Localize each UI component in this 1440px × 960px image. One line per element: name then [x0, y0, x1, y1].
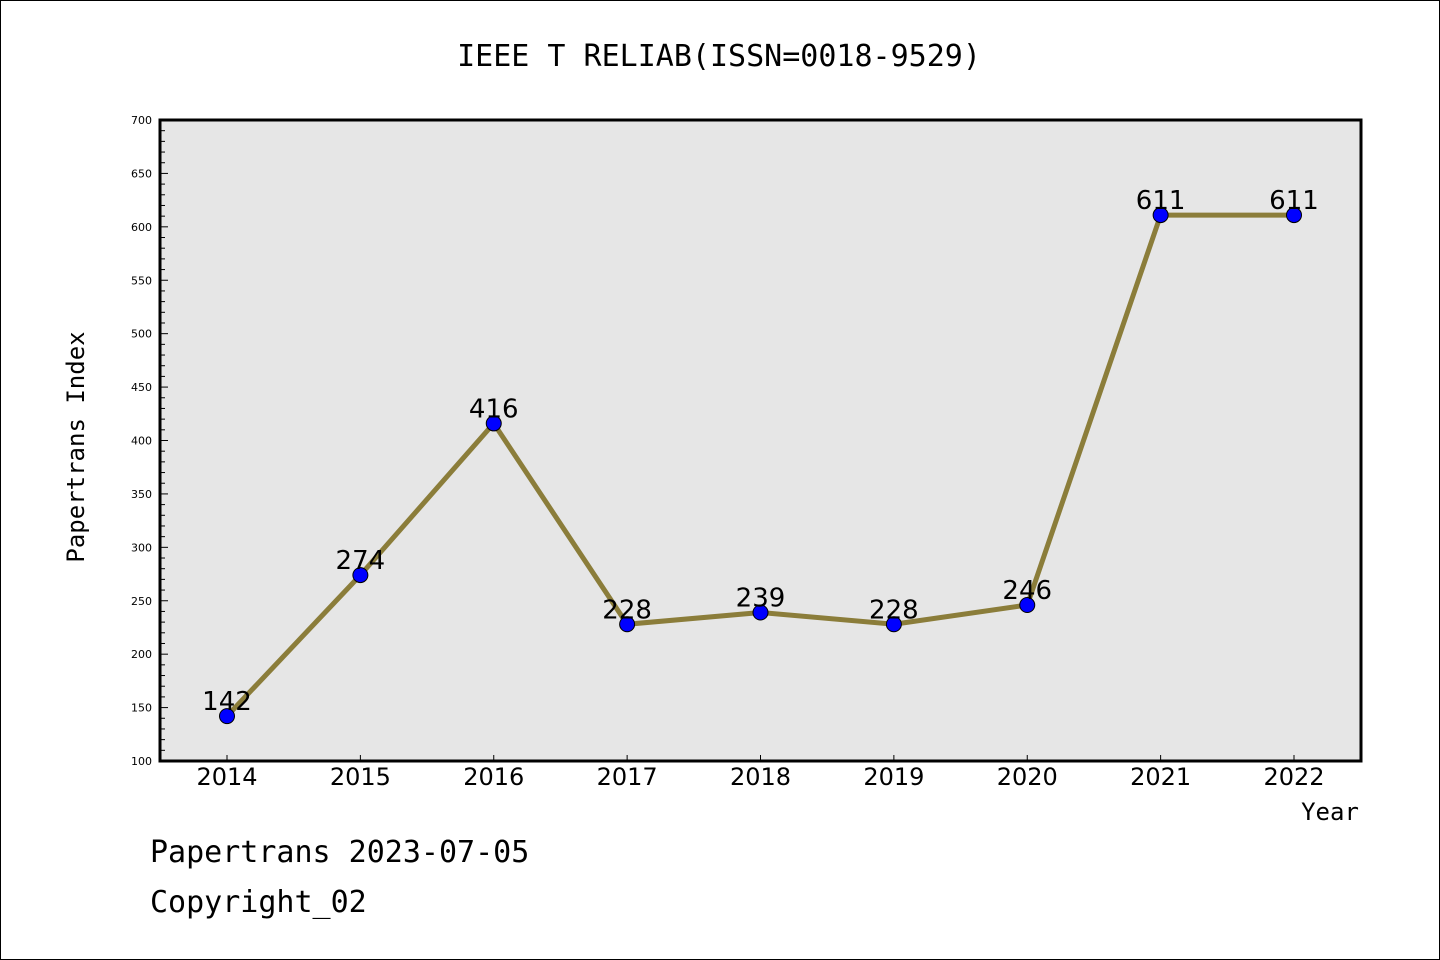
- data-point: [485, 415, 502, 432]
- data-label: 611: [1136, 186, 1186, 216]
- data-label: 239: [736, 584, 786, 614]
- data-label: 274: [336, 546, 386, 576]
- data-label: 246: [1002, 576, 1052, 606]
- y-tick-label: 300: [131, 541, 152, 554]
- x-axis-label: Year: [1301, 798, 1359, 826]
- x-tick-label: 2022: [1263, 763, 1324, 791]
- data-label: 416: [469, 394, 519, 424]
- x-tick-label: 2016: [463, 763, 524, 791]
- data-point: [885, 616, 902, 633]
- y-tick-label: 400: [131, 435, 152, 448]
- y-tick-label: 250: [131, 595, 152, 608]
- y-tick-label: 500: [131, 328, 152, 341]
- data-label: 228: [869, 595, 919, 625]
- y-tick-label: 550: [131, 274, 152, 287]
- x-tick-label: 2015: [330, 763, 391, 791]
- x-axis: 2014 2015 2016 2017 2018 2019 2020 2021 2022: [196, 755, 1325, 791]
- data-point: [1152, 207, 1169, 224]
- y-tick-label: 200: [131, 648, 152, 661]
- y-tick-label: 650: [131, 167, 152, 180]
- series: [219, 207, 1302, 725]
- y-tick-label: 700: [131, 114, 152, 127]
- data-labels: 142 274 416 228 239 228 246 611 611: [202, 186, 1319, 717]
- y-axis-label: Papertrans Index: [62, 331, 90, 562]
- x-tick-label: 2021: [1130, 763, 1191, 791]
- data-point: [219, 708, 235, 725]
- x-tick-label: 2020: [997, 763, 1058, 791]
- data-label: 142: [202, 687, 252, 717]
- data-point: [619, 616, 636, 633]
- data-point: [752, 604, 769, 621]
- x-tick-label: 2018: [730, 763, 791, 791]
- chart-title: IEEE T RELIAB(ISSN=0018-9529): [457, 39, 981, 74]
- plot-area: [158, 118, 1363, 763]
- y-tick-label: 100: [131, 755, 152, 768]
- x-tick-label: 2019: [863, 763, 924, 791]
- data-label: 228: [602, 595, 652, 625]
- data-point: [352, 567, 369, 584]
- y-tick-label: 350: [131, 488, 152, 501]
- x-tick-label: 2017: [597, 763, 658, 791]
- data-point: [1019, 597, 1036, 614]
- y-tick-label: 150: [131, 702, 152, 715]
- y-tick-label: 450: [131, 381, 152, 394]
- footer-date: Papertrans 2023-07-05: [150, 835, 530, 870]
- footer-copyright: Copyright_02: [150, 885, 367, 920]
- data-label: 611: [1269, 186, 1319, 216]
- data-point: [1286, 207, 1302, 224]
- y-tick-label: 600: [131, 221, 152, 234]
- y-axis: 100 150 200 250 300 350 400 450 500 550 600 650 700: [131, 114, 168, 768]
- x-tick-label: 2014: [196, 763, 257, 791]
